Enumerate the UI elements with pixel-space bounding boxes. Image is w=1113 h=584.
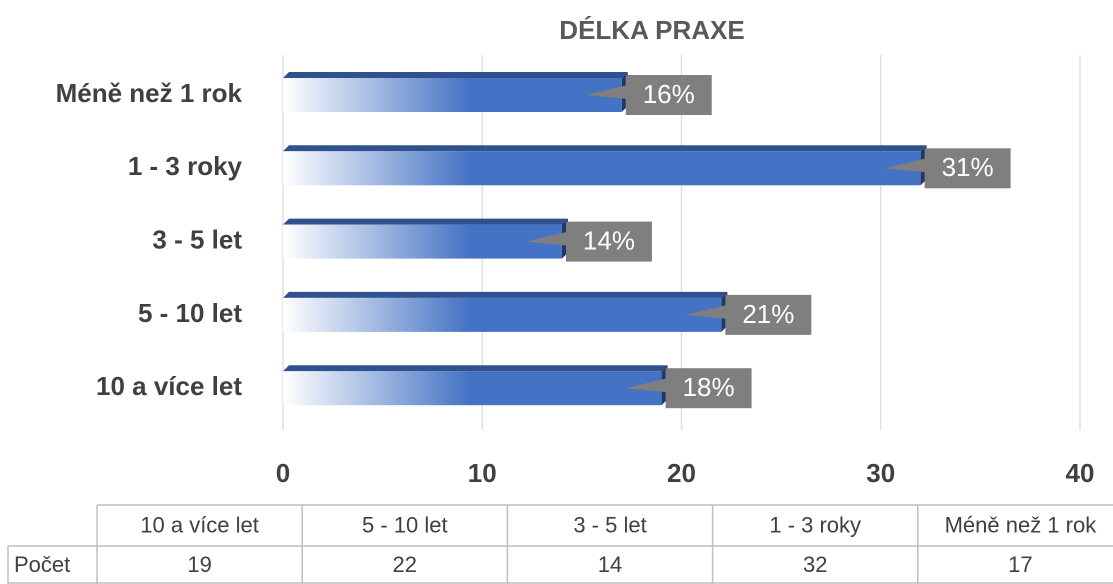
label-callout <box>685 304 728 319</box>
label-callout <box>884 158 927 173</box>
y-tick-label: 5 - 10 let <box>138 298 242 328</box>
data-label: 14% <box>583 225 635 255</box>
bar-top-face <box>283 291 728 298</box>
table-cell: 22 <box>393 552 417 577</box>
x-tick-label: 30 <box>866 458 895 488</box>
data-label-box <box>625 75 712 115</box>
label-callout <box>525 231 568 246</box>
table-cell: 14 <box>598 552 622 577</box>
bar <box>283 78 622 112</box>
data-label-box <box>565 221 652 262</box>
x-tick-label: 40 <box>1066 458 1095 488</box>
bar <box>283 224 562 259</box>
y-tick-label: 1 - 3 roky <box>128 151 243 181</box>
table-cell: 19 <box>187 552 211 577</box>
bar <box>283 371 662 406</box>
data-label: 31% <box>942 152 994 182</box>
table-header: 10 a více let <box>140 512 259 537</box>
bar-top-face <box>283 72 628 78</box>
y-tick-label: 3 - 5 let <box>152 224 242 254</box>
y-tick-label: 10 a více let <box>96 371 242 401</box>
table-header: 5 - 10 let <box>362 512 448 537</box>
bar <box>283 297 722 332</box>
table-header: 1 - 3 roky <box>769 512 861 537</box>
chart-title: DÉLKA PRAXE <box>559 15 744 45</box>
x-tick-label: 20 <box>667 458 696 488</box>
bar-top-face <box>283 218 568 225</box>
x-tick-label: 10 <box>468 458 497 488</box>
data-label-box <box>725 294 812 335</box>
table-cell: 32 <box>803 552 827 577</box>
x-tick-label: 0 <box>276 458 290 488</box>
bar <box>283 151 921 186</box>
data-label: 21% <box>742 299 794 329</box>
data-label: 18% <box>683 372 735 402</box>
data-label-box <box>665 368 752 409</box>
y-tick-label: Méně než 1 rok <box>56 78 243 108</box>
table-header: Méně než 1 rok <box>945 512 1098 537</box>
table-row-label: Počet <box>14 552 70 577</box>
data-label-box <box>924 148 1011 189</box>
bar-top-face <box>283 145 927 152</box>
label-callout <box>585 85 628 99</box>
data-label: 16% <box>643 79 695 109</box>
table-header: 3 - 5 let <box>573 512 646 537</box>
table-cell: 17 <box>1008 552 1032 577</box>
bar-top-face <box>283 365 668 372</box>
label-callout <box>625 378 668 393</box>
